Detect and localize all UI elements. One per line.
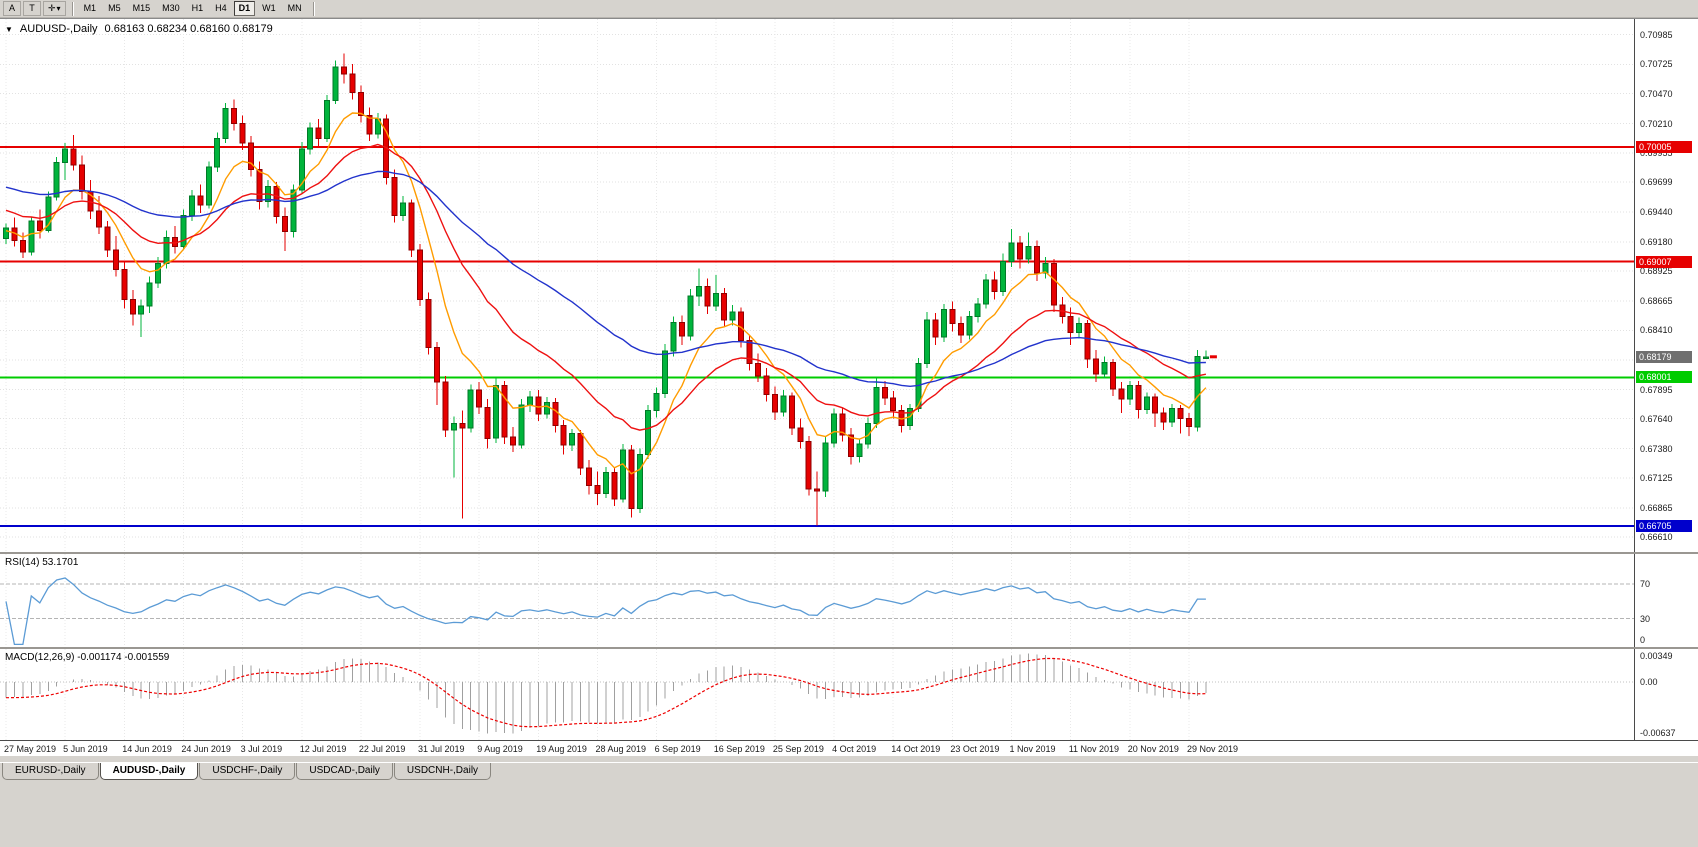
date-label: 24 Jun 2019	[181, 744, 231, 754]
price-tick-label: 0.70470	[1640, 88, 1673, 99]
date-label: 16 Sep 2019	[713, 744, 765, 754]
cursor-tool-button[interactable]: ✛▾	[43, 1, 66, 16]
price-level-label: 0.68001	[1636, 371, 1692, 384]
date-label: 23 Oct 2019	[950, 744, 1000, 754]
chart-tab[interactable]: USDCHF-,Daily	[199, 763, 296, 780]
date-label: 27 May 2019	[4, 744, 57, 754]
chart-window: 0.709850.707250.704700.702100.699550.696…	[0, 18, 1698, 756]
timeframe-button-m5[interactable]: M5	[103, 1, 126, 16]
bottom-gap	[0, 756, 1698, 762]
date-label: 9 Aug 2019	[477, 744, 523, 754]
chart-tab[interactable]: AUDUSD-,Daily	[99, 763, 199, 780]
date-label: 11 Nov 2019	[1068, 744, 1120, 754]
macd-axis[interactable]: 0.00349 0.00 -0.00637	[1634, 649, 1698, 740]
price-panel[interactable]: 0.709850.707250.704700.702100.699550.696…	[0, 19, 1698, 552]
panel-splitter[interactable]	[0, 647, 1698, 649]
price-tick-label: 0.68925	[1640, 266, 1673, 277]
date-label: 12 Jul 2019	[299, 744, 347, 754]
timeframe-button-d1[interactable]: D1	[233, 1, 256, 16]
macd-tick-label: -0.00637	[1640, 728, 1676, 738]
rsi-tick-label: 30	[1640, 613, 1651, 624]
date-label: 25 Sep 2019	[772, 744, 824, 754]
toolbar-separator	[312, 1, 314, 16]
date-label: 14 Oct 2019	[891, 744, 941, 754]
time-axis[interactable]: 27 May 2019 5 Jun 2019 14 Jun 2019 24 Jun 2…	[0, 740, 1698, 756]
chart-menu-icon[interactable]: ▼	[5, 24, 13, 34]
price-level-label: 0.70005	[1636, 141, 1692, 154]
macd-tick-label: 0.00	[1640, 677, 1658, 687]
toolbar-button-a[interactable]: A	[3, 1, 21, 16]
date-label: 3 Jul 2019	[240, 744, 283, 754]
timeframe-button-m1[interactable]: M1	[78, 1, 102, 16]
date-label: 22 Jul 2019	[358, 744, 406, 754]
macd-indicator-label: MACD(12,26,9) -0.001174 -0.001559	[5, 652, 170, 663]
rsi-axis[interactable]: 70 30 0	[1634, 554, 1698, 647]
chart-tab[interactable]: EURUSD-,Daily	[2, 763, 99, 780]
date-label: 29 Nov 2019	[1187, 744, 1239, 754]
timeframe-button-h1[interactable]: H1	[186, 1, 209, 16]
macd-chart-svg[interactable]	[0, 649, 1634, 740]
chart-tab[interactable]: USDCAD-,Daily	[296, 763, 393, 780]
timeframe-button-h4[interactable]: H4	[210, 1, 232, 16]
chart-tab[interactable]: USDCNH-,Daily	[393, 763, 492, 780]
price-chart-svg[interactable]	[0, 19, 1634, 552]
macd-panel[interactable]: 0.00349 0.00 -0.00637 MACD(12,26,9) -0.001…	[0, 649, 1698, 740]
toolbar-separator	[71, 1, 73, 16]
date-label: 5 Jun 2019	[63, 744, 108, 754]
price-axis[interactable]: 0.709850.707250.704700.702100.699550.696…	[1634, 19, 1698, 552]
price-tick-label: 0.68410	[1640, 325, 1673, 336]
timeframe-button-w1[interactable]: W1	[257, 1, 281, 16]
date-label: 14 Jun 2019	[122, 744, 172, 754]
rsi-chart[interactable]	[0, 554, 1634, 647]
chevron-down-icon: ▾	[56, 4, 61, 13]
price-level-label: 0.66705	[1636, 520, 1692, 533]
price-tick-label: 0.67895	[1640, 384, 1673, 395]
timeframe-button-m15[interactable]: M15	[127, 1, 156, 16]
date-label: 19 Aug 2019	[536, 744, 587, 754]
rsi-indicator-label: RSI(14) 53.1701	[5, 557, 79, 568]
rsi-panel[interactable]: 70 30 0 RSI(14) 53.1701	[0, 554, 1698, 647]
price-tick-label: 0.66610	[1640, 532, 1673, 543]
price-tick-label: 0.70985	[1640, 29, 1673, 40]
price-tick-label: 0.67640	[1640, 413, 1673, 424]
date-label: 28 Aug 2019	[595, 744, 647, 754]
date-label: 6 Sep 2019	[654, 744, 701, 754]
macd-chart[interactable]	[0, 649, 1634, 740]
macd-tick-label: 0.00349	[1640, 651, 1673, 661]
chart-tab-bar: EURUSD-,Daily AUDUSD-,Daily USDCHF-,Daily U…	[0, 762, 1698, 781]
rsi-tick-label: 0	[1640, 635, 1646, 645]
window-filler	[0, 781, 1698, 847]
toolbar-button-t[interactable]: T	[23, 1, 41, 16]
price-tick-label: 0.69180	[1640, 236, 1673, 247]
timeframe-button-m30[interactable]: M30	[157, 1, 185, 16]
price-tick-label: 0.69699	[1640, 177, 1673, 188]
price-chart[interactable]	[0, 19, 1634, 552]
price-tick-label: 0.67380	[1640, 443, 1673, 454]
price-tick-label: 0.68665	[1640, 296, 1673, 306]
date-label: 31 Jul 2019	[418, 744, 465, 754]
rsi-chart-svg[interactable]	[0, 554, 1634, 647]
price-tick-label: 0.67125	[1640, 472, 1673, 483]
date-label: 20 Nov 2019	[1127, 744, 1179, 754]
current-price-label: 0.68179	[1636, 350, 1692, 363]
panel-splitter[interactable]	[0, 552, 1698, 554]
price-tick-label: 0.69440	[1640, 207, 1673, 217]
timeframe-button-mn[interactable]: MN	[282, 1, 307, 16]
rsi-tick-label: 70	[1640, 579, 1651, 590]
price-tick-label: 0.66865	[1640, 502, 1673, 513]
price-tick-label: 0.70210	[1640, 118, 1673, 129]
price-tick-label: 0.70725	[1640, 59, 1673, 70]
crosshair-icon: ✛	[48, 3, 56, 13]
toolbar: A T ✛▾ M1 M5 M15 M30 H1 H4 D1 W1 MN	[0, 0, 1698, 18]
date-label: 4 Oct 2019	[832, 744, 877, 754]
price-level-label: 0.69007	[1636, 255, 1692, 268]
timeframe-toolbar: M1 M5 M15 M30 H1 H4 D1 W1 MN	[78, 1, 307, 16]
date-label: 1 Nov 2019	[1009, 744, 1056, 754]
